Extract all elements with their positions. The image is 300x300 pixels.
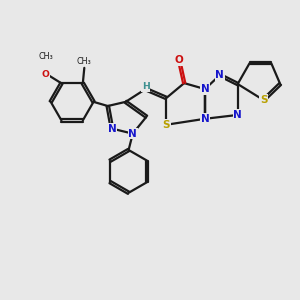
Text: N: N [201,84,209,94]
Text: N: N [233,110,242,120]
Text: S: S [163,120,170,130]
Text: H: H [142,82,149,91]
Text: S: S [260,95,267,105]
Text: N: N [201,114,209,124]
Text: O: O [175,55,184,65]
Text: O: O [42,70,50,79]
Text: N: N [128,129,137,139]
Text: CH₃: CH₃ [38,52,53,61]
Text: CH₃: CH₃ [77,57,92,66]
Text: N: N [108,124,116,134]
Text: N: N [215,70,224,80]
